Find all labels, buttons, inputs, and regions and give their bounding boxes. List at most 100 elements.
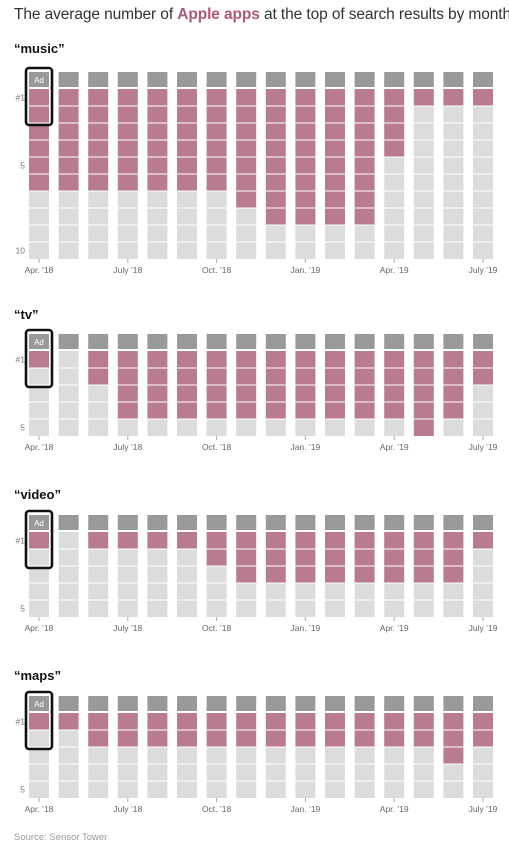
- ad-slot: [443, 334, 464, 349]
- bar-0-11: [354, 72, 375, 259]
- other-app-slot: [295, 747, 316, 764]
- ad-slot: [413, 72, 434, 87]
- apple-app-slot: [354, 191, 375, 208]
- other-app-slot: [88, 242, 109, 259]
- other-app-slot: [473, 106, 493, 123]
- apple-app-slot: [384, 140, 405, 157]
- apple-app-slot: [413, 368, 434, 385]
- other-app-slot: [384, 419, 405, 436]
- bar-2-0: [29, 515, 49, 617]
- apple-app-slot: [177, 106, 197, 123]
- apple-app-slot: [29, 123, 49, 140]
- other-app-slot: [443, 140, 464, 157]
- apple-app-slot: [354, 532, 375, 549]
- other-app-slot: [147, 764, 168, 781]
- apple-app-slot: [265, 174, 286, 191]
- bar-0-3: [117, 72, 138, 259]
- x-tick-label: Apr. ’19: [380, 623, 409, 633]
- apple-app-slot: [117, 730, 138, 747]
- x-tick-label: July ’18: [113, 623, 142, 633]
- other-app-slot: [443, 123, 464, 140]
- y-tick-label: #1: [16, 93, 26, 103]
- ad-slot: [58, 696, 79, 711]
- other-app-slot: [473, 140, 493, 157]
- other-app-slot: [206, 583, 227, 600]
- other-app-slot: [473, 385, 493, 402]
- apple-app-slot: [177, 351, 197, 368]
- other-app-slot: [473, 191, 493, 208]
- apple-app-slot: [236, 174, 257, 191]
- other-app-slot: [473, 549, 493, 566]
- apple-app-slot: [206, 351, 227, 368]
- other-app-slot: [473, 174, 493, 191]
- apple-app-slot: [325, 123, 345, 140]
- other-app-slot: [236, 781, 257, 798]
- other-app-slot: [413, 208, 434, 225]
- other-app-slot: [325, 225, 345, 242]
- apple-app-slot: [147, 351, 168, 368]
- other-app-slot: [147, 566, 168, 583]
- other-app-slot: [443, 174, 464, 191]
- apple-app-slot: [265, 89, 286, 106]
- bar-2-12: [384, 515, 405, 617]
- ad-slot: [295, 334, 316, 349]
- other-app-slot: [443, 191, 464, 208]
- other-app-slot: [236, 208, 257, 225]
- other-app-slot: [29, 549, 49, 566]
- other-app-slot: [117, 566, 138, 583]
- apple-app-slot: [325, 713, 345, 730]
- bar-1-9: [295, 334, 316, 436]
- other-app-slot: [265, 781, 286, 798]
- chart-title: The average number of Apple apps at the …: [14, 6, 509, 24]
- other-app-slot: [206, 242, 227, 259]
- bar-1-1: [58, 334, 79, 436]
- apple-app-slot: [413, 566, 434, 583]
- apple-app-slot: [206, 368, 227, 385]
- apple-app-slot: [147, 532, 168, 549]
- apple-app-slot: [295, 208, 316, 225]
- apple-app-slot: [354, 713, 375, 730]
- other-app-slot: [473, 566, 493, 583]
- phone-frame: [24, 66, 54, 127]
- apple-app-slot: [354, 368, 375, 385]
- ad-slot: [384, 334, 405, 349]
- other-app-slot: [206, 764, 227, 781]
- x-tick-label: July ’19: [469, 265, 498, 275]
- ad-slot: [58, 515, 79, 530]
- other-app-slot: [413, 583, 434, 600]
- other-app-slot: [58, 368, 79, 385]
- other-app-slot: [265, 764, 286, 781]
- apple-app-slot: [265, 208, 286, 225]
- bar-1-4: [147, 334, 168, 436]
- apple-app-slot: [354, 208, 375, 225]
- apple-app-slot: [29, 351, 49, 368]
- bar-1-15: [473, 334, 493, 436]
- apple-app-slot: [443, 402, 464, 419]
- ad-slot: [29, 696, 49, 711]
- other-app-slot: [29, 730, 49, 747]
- bar-0-9: [295, 72, 316, 259]
- other-app-slot: [147, 747, 168, 764]
- apple-app-slot: [177, 123, 197, 140]
- other-app-slot: [117, 419, 138, 436]
- bar-0-12: [384, 72, 405, 259]
- other-app-slot: [58, 764, 79, 781]
- chart-music: Ad #1 5 10 Apr. ’18 July ’18 Oct. ’18 Jan. ’19 A…: [16, 66, 498, 275]
- other-app-slot: [384, 191, 405, 208]
- other-app-slot: [29, 419, 49, 436]
- apple-app-slot: [443, 747, 464, 764]
- other-app-slot: [206, 566, 227, 583]
- other-app-slot: [88, 385, 109, 402]
- apple-app-slot: [325, 385, 345, 402]
- apple-app-slot: [295, 730, 316, 747]
- bar-3-9: [295, 696, 316, 798]
- y-tick-label: #1: [16, 717, 26, 727]
- ad-slot: [147, 72, 168, 87]
- other-app-slot: [206, 600, 227, 617]
- apple-app-slot: [236, 402, 257, 419]
- apple-app-slot: [325, 106, 345, 123]
- apple-app-slot: [325, 549, 345, 566]
- apple-app-slot: [265, 191, 286, 208]
- apple-app-slot: [413, 89, 434, 106]
- bar-0-6: [206, 72, 227, 259]
